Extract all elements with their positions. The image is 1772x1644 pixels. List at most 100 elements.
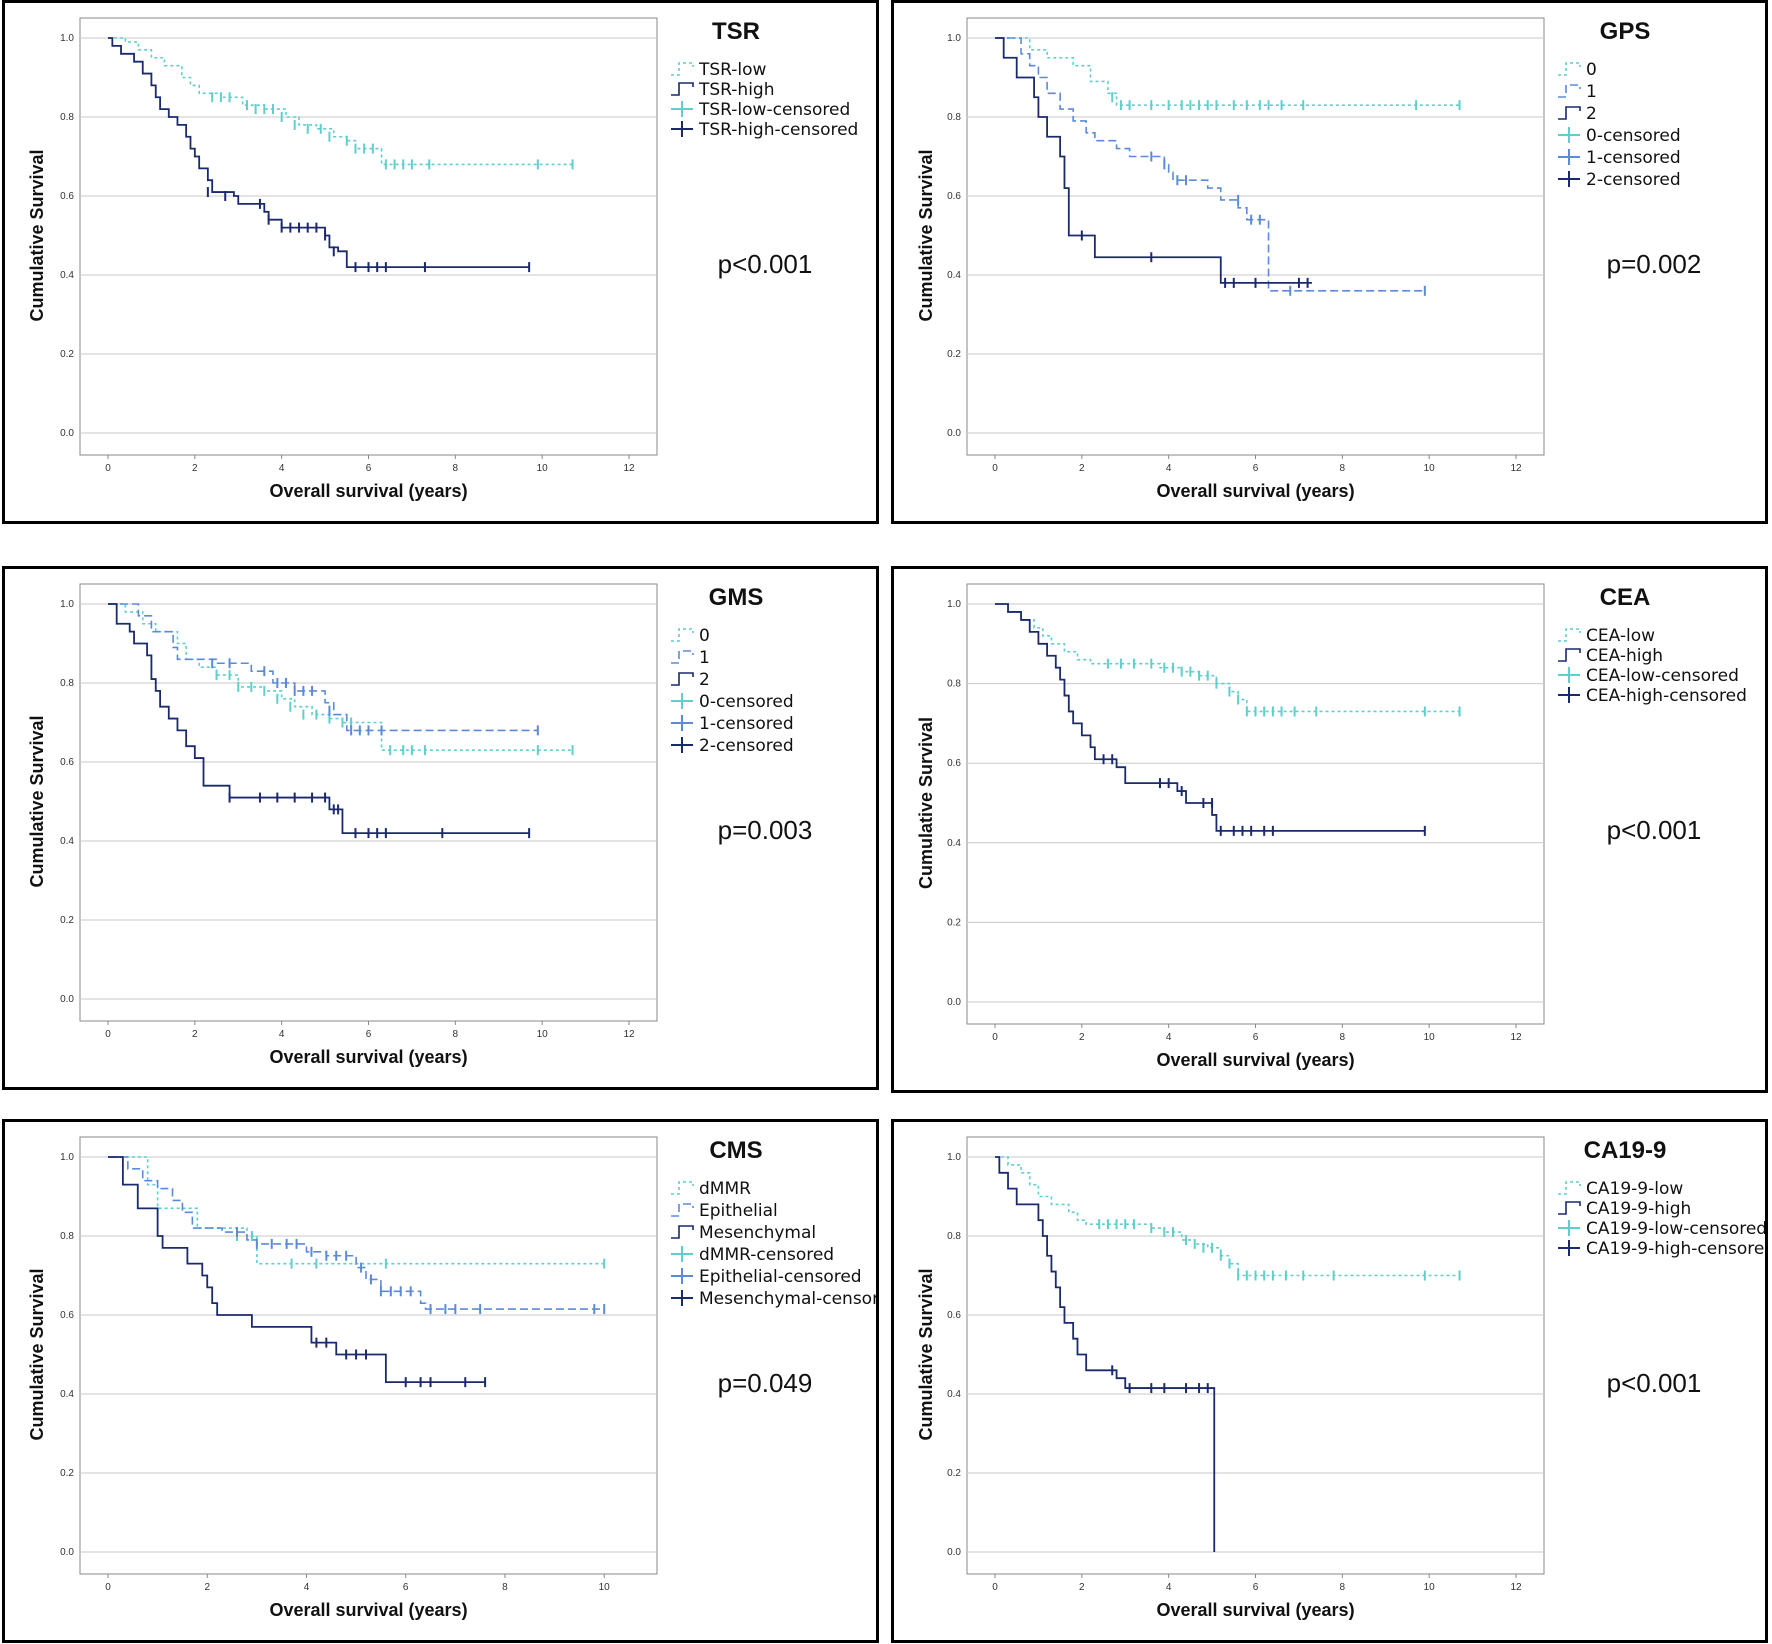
x-tick-label: 4 xyxy=(304,1582,310,1593)
x-tick-label: 2 xyxy=(1079,1032,1085,1043)
legend-censor-symbol xyxy=(1558,171,1580,187)
x-tick-label: 2 xyxy=(192,463,198,474)
y-axis-label: Cumulative Survival xyxy=(916,1268,936,1440)
survival-curve-1 xyxy=(108,603,538,732)
legend-label: 2 xyxy=(699,670,710,690)
survival-curve-cea-high xyxy=(995,603,1425,832)
legend-entry-1-censored: 1-censored xyxy=(671,714,794,734)
x-tick-label: 4 xyxy=(279,463,285,474)
legend-label: Mesenchymal-censored xyxy=(699,1289,876,1309)
legend-entry-1: 1 xyxy=(671,648,710,668)
x-tick-label: 8 xyxy=(1340,1032,1346,1043)
legend-line-symbol xyxy=(671,82,694,96)
panel-tsr: 0.0 0.2 0.4 0.6 0.8 1.0 0 2 4 6 8 10 12 Overall survi… xyxy=(2,0,879,524)
legend-label: Epithelial-censored xyxy=(699,1267,862,1287)
survival-curve-0 xyxy=(995,37,1460,106)
x-tick-label: 6 xyxy=(1253,463,1259,474)
legend-censor-symbol xyxy=(671,1268,693,1284)
legend-label: CA19-9-high-censored xyxy=(1586,1239,1765,1259)
x-tick-label: 10 xyxy=(1424,463,1436,474)
y-tick-label: 0.8 xyxy=(947,112,961,123)
legend-entry-tsr-low: TSR-low xyxy=(671,60,767,80)
legend-censor-symbol xyxy=(671,101,693,117)
survival-curve-1 xyxy=(995,37,1425,292)
y-tick-label: 0.2 xyxy=(60,915,74,926)
y-tick-label: 0.0 xyxy=(60,428,74,439)
y-tick-label: 0.2 xyxy=(947,1468,961,1479)
x-axis-label: Overall survival (years) xyxy=(1156,1050,1354,1070)
y-tick-label: 1.0 xyxy=(947,599,961,610)
x-tick-label: 8 xyxy=(453,1029,459,1040)
legend-entry-mesenchymal-censored: Mesenchymal-censored xyxy=(671,1289,876,1309)
y-tick-label: 0.4 xyxy=(947,270,961,281)
survival-curve-ca19-9-high xyxy=(995,1156,1216,1552)
chart-title: CA19-9 xyxy=(1584,1137,1667,1164)
x-tick-label: 12 xyxy=(1510,1582,1522,1593)
x-axis-label: Overall survival (years) xyxy=(1156,1600,1354,1620)
y-tick-label: 1.0 xyxy=(60,599,74,610)
y-tick-label: 0.6 xyxy=(60,757,74,768)
y-tick-label: 0.6 xyxy=(947,191,961,202)
legend-label: Epithelial xyxy=(699,1201,778,1221)
y-axis-label: Cumulative Survival xyxy=(916,717,936,889)
km-chart-cea: 0.0 0.2 0.4 0.6 0.8 1.0 0 2 4 6 8 10 12 Overall survi… xyxy=(916,583,1747,1070)
km-chart-tsr: 0.0 0.2 0.4 0.6 0.8 1.0 0 2 4 6 8 10 12 Overall survi… xyxy=(27,17,858,501)
x-tick-label: 0 xyxy=(992,1032,998,1043)
x-tick-label: 10 xyxy=(1424,1032,1436,1043)
legend-label: 1 xyxy=(699,648,710,668)
legend-entry-1-censored: 1-censored xyxy=(1558,148,1681,168)
legend-label: 2 xyxy=(1586,104,1597,124)
x-tick-label: 2 xyxy=(192,1029,198,1040)
legend-entry-0: 0 xyxy=(671,626,710,646)
legend-censor-symbol xyxy=(671,1246,693,1262)
y-tick-label: 0.4 xyxy=(947,1389,961,1400)
y-tick-label: 0.6 xyxy=(947,758,961,769)
x-axis-label: Overall survival (years) xyxy=(269,1600,467,1620)
x-tick-label: 2 xyxy=(1079,1582,1085,1593)
x-tick-label: 0 xyxy=(105,1582,111,1593)
legend-line-symbol xyxy=(671,650,694,664)
legend-label: 1 xyxy=(1586,82,1597,102)
chart-title: TSR xyxy=(712,18,760,45)
legend-entry-2: 2 xyxy=(1558,104,1597,124)
chart-title: CMS xyxy=(709,1137,762,1164)
x-tick-label: 4 xyxy=(279,1029,285,1040)
y-tick-label: 0.4 xyxy=(60,836,74,847)
y-axis-label: Cumulative Survival xyxy=(27,715,47,887)
x-axis-label: Overall survival (years) xyxy=(1156,481,1354,501)
y-tick-label: 0.2 xyxy=(947,349,961,360)
plot-frame xyxy=(966,17,1545,456)
plot-frame xyxy=(79,17,658,456)
survival-curve-tsr-low xyxy=(108,37,573,166)
legend-entry-cea-high-censored: CEA-high-censored xyxy=(1558,686,1747,706)
legend-entry-2: 2 xyxy=(671,670,710,690)
x-tick-label: 10 xyxy=(537,1029,549,1040)
legend-censor-symbol xyxy=(1558,127,1580,143)
x-tick-label: 4 xyxy=(1166,463,1172,474)
legend-entry-ca19-9-high-censored: CA19-9-high-censored xyxy=(1558,1239,1765,1259)
x-tick-label: 12 xyxy=(1510,463,1522,474)
legend-entry-cea-low-censored: CEA-low-censored xyxy=(1558,666,1739,686)
legend-censor-symbol xyxy=(1558,667,1580,683)
y-tick-label: 0.6 xyxy=(60,1310,74,1321)
legend-censor-symbol xyxy=(1558,149,1580,165)
y-tick-label: 0.8 xyxy=(947,1231,961,1242)
legend-entry-cea-high: CEA-high xyxy=(1558,646,1663,666)
x-tick-label: 2 xyxy=(1079,463,1085,474)
y-tick-label: 0.4 xyxy=(60,1389,74,1400)
legend-label: dMMR-censored xyxy=(699,1245,834,1265)
legend-label: 0-censored xyxy=(1586,126,1681,146)
chart-title: GMS xyxy=(709,584,764,611)
y-tick-label: 1.0 xyxy=(947,1152,961,1163)
chart-title: GPS xyxy=(1600,18,1651,45)
survival-curve-ca19-9-low xyxy=(995,1156,1460,1277)
panel-cms: 0.0 0.2 0.4 0.6 0.8 1.0 0 2 4 6 8 10 Overall surviva… xyxy=(2,1119,879,1643)
x-tick-label: 0 xyxy=(105,1029,111,1040)
legend-label: CA19-9-low xyxy=(1586,1179,1683,1199)
y-tick-label: 0.4 xyxy=(60,270,74,281)
y-tick-label: 0.4 xyxy=(947,838,961,849)
y-tick-label: 1.0 xyxy=(947,33,961,44)
legend-line-symbol xyxy=(1558,62,1581,76)
legend-entry-epithelial: Epithelial xyxy=(671,1201,778,1221)
y-tick-label: 0.2 xyxy=(947,917,961,928)
